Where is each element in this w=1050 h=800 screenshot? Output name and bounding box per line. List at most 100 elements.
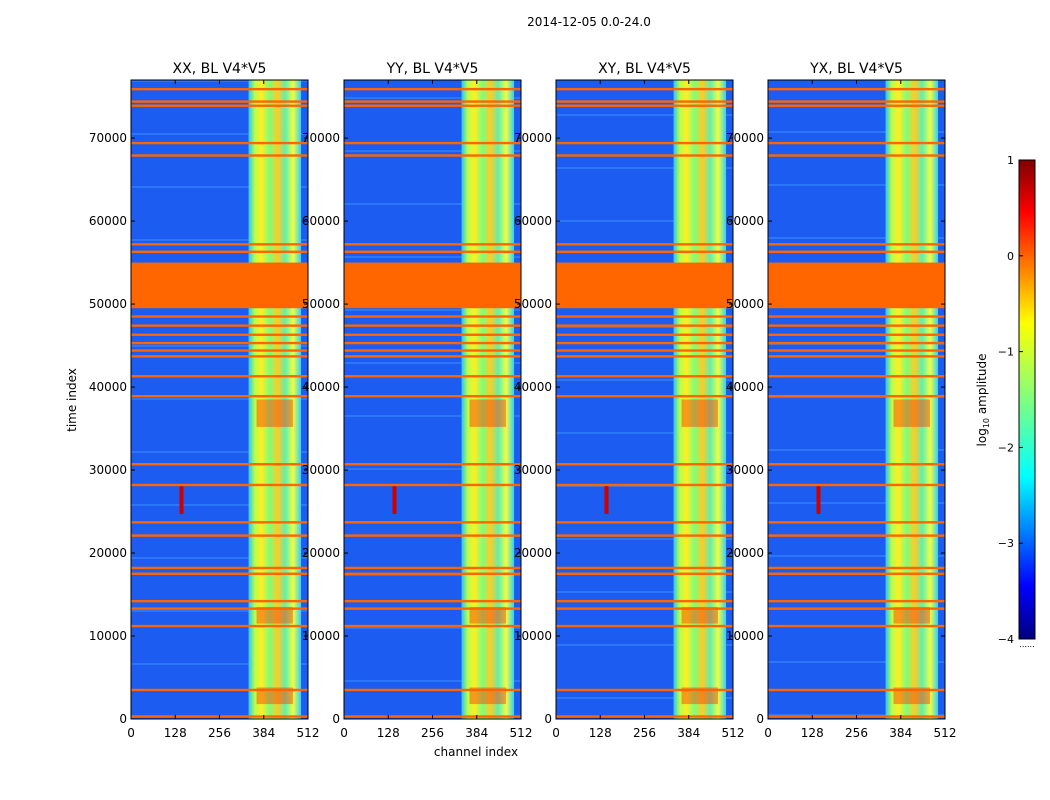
- flagged-time-line: [344, 341, 521, 345]
- flagged-time-line: [768, 607, 945, 610]
- y-tick-label: 10000: [726, 629, 764, 643]
- noise-streak: [344, 574, 521, 576]
- x-tick-label: 128: [801, 726, 824, 740]
- flagged-time-line: [768, 243, 945, 246]
- y-tick-label: 0: [756, 712, 764, 726]
- noise-streak: [556, 220, 733, 222]
- flagged-time-line: [556, 624, 733, 628]
- flagged-time-line: [556, 463, 733, 466]
- flagged-time-line: [768, 87, 945, 91]
- y-tick-label: 20000: [302, 546, 340, 560]
- y-tick-label: 20000: [726, 546, 764, 560]
- transient-spike: [392, 484, 397, 515]
- x-tick-label: 0: [552, 726, 560, 740]
- noise-streak: [768, 449, 945, 451]
- x-tick-label: 0: [340, 726, 348, 740]
- flagged-time-line: [768, 141, 945, 145]
- rfi-channel-band: [673, 80, 727, 719]
- x-tick-label: 256: [421, 726, 444, 740]
- high-amplitude-region: [893, 687, 931, 705]
- flagged-time-line: [131, 375, 308, 378]
- x-tick-label: 384: [465, 726, 488, 740]
- panels-group: XX, BL V4*V5 0 128 256 384 512 0 10000 20000 3000…: [89, 61, 957, 740]
- flagged-time-line: [131, 483, 308, 487]
- flagged-time-line: [556, 375, 733, 378]
- flagged-time-line: [131, 599, 308, 603]
- noise-streak: [556, 379, 733, 381]
- noise-streak: [131, 186, 308, 188]
- flagged-time-line: [768, 324, 945, 327]
- y-tick-label: 50000: [89, 297, 127, 311]
- colorbar-label-subscript: 10: [982, 418, 991, 428]
- flagged-time-line: [131, 566, 308, 570]
- flagged-time-line: [344, 572, 521, 575]
- noise-streak: [556, 167, 733, 169]
- colorbar-tick-label: 0: [1007, 250, 1014, 263]
- colorbar-tick-label: −2: [998, 441, 1014, 454]
- flagged-time-line: [131, 521, 308, 524]
- noise-streak: [556, 326, 733, 328]
- flagged-time-line: [556, 154, 733, 157]
- flagged-time-line: [344, 349, 521, 352]
- y-tick-label: 70000: [302, 131, 340, 145]
- noise-streak: [131, 504, 308, 506]
- flagged-time-line: [768, 566, 945, 570]
- high-amplitude-region: [256, 687, 294, 705]
- noise-streak: [344, 97, 521, 99]
- flagged-time-line: [556, 599, 733, 603]
- x-tick-label: 128: [164, 726, 187, 740]
- x-tick-label: 128: [589, 726, 612, 740]
- figure-title: 2014-12-05 0.0-24.0: [527, 15, 651, 29]
- noise-streak: [344, 415, 521, 417]
- noise-streak: [344, 203, 521, 205]
- rfi-channel-band: [885, 80, 939, 719]
- flagged-time-line: [344, 599, 521, 603]
- colorbar: 10−1−2−3−4 ......log10 amplitude: [975, 154, 1036, 649]
- y-tick-label: 50000: [302, 297, 340, 311]
- flagged-time-line: [556, 355, 733, 358]
- noise-streak: [131, 663, 308, 665]
- noise-streak: [344, 362, 521, 364]
- flagged-time-line: [131, 104, 308, 107]
- high-amplitude-region: [893, 606, 931, 624]
- x-tick-label: 512: [722, 726, 745, 740]
- noise-streak: [344, 468, 521, 470]
- flagged-time-line: [344, 250, 521, 253]
- y-tick-label: 30000: [726, 463, 764, 477]
- noise-streak: [768, 502, 945, 504]
- colorbar-label: log10 amplitude: [975, 354, 991, 447]
- noise-streak: [131, 557, 308, 559]
- flagged-time-line: [344, 100, 521, 103]
- flagged-time-line: [556, 104, 733, 107]
- y-tick-label: 70000: [514, 131, 552, 145]
- flagged-time-line: [344, 521, 521, 524]
- flagged-time-line: [344, 463, 521, 466]
- y-tick-label: 40000: [726, 380, 764, 394]
- y-tick-label: 10000: [89, 629, 127, 643]
- flagged-time-line: [768, 315, 945, 318]
- high-amplitude-region: [681, 687, 719, 705]
- rfi-channel-band: [461, 80, 515, 719]
- flagged-time-block: [131, 262, 308, 309]
- flagged-time-line: [768, 341, 945, 345]
- transient-spike: [179, 484, 184, 515]
- noise-streak: [344, 256, 521, 258]
- panel-yy: YY, BL V4*V5 0 128 256 384 512 0 10000 20000 3000…: [302, 61, 533, 740]
- y-tick-label: 40000: [89, 380, 127, 394]
- high-amplitude-region: [256, 399, 294, 427]
- panel-title: YX, BL V4*V5: [809, 61, 903, 77]
- noise-streak: [768, 555, 945, 557]
- transient-spike: [816, 484, 821, 515]
- high-amplitude-region: [256, 606, 294, 624]
- rfi-channel-band: [248, 80, 302, 719]
- flagged-time-line: [556, 521, 733, 524]
- x-tick-label: 384: [252, 726, 275, 740]
- noise-streak: [344, 309, 521, 311]
- flagged-time-line: [131, 572, 308, 575]
- flagged-time-line: [768, 154, 945, 157]
- flagged-time-line: [556, 566, 733, 570]
- flagged-time-line: [556, 333, 733, 336]
- flagged-time-line: [131, 333, 308, 336]
- flagged-time-line: [344, 394, 521, 398]
- flagged-time-line: [768, 534, 945, 537]
